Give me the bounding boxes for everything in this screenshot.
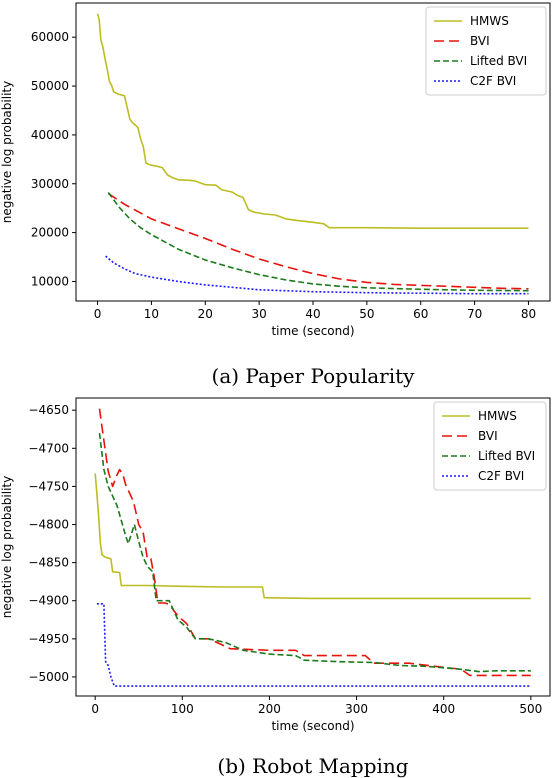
- series-line-lifted-bvi: [98, 433, 531, 673]
- x-tick-label: 300: [345, 702, 368, 716]
- legend-label: Lifted BVI: [478, 449, 535, 463]
- y-tick-label: −4650: [28, 403, 69, 417]
- x-tick-label: 100: [171, 702, 194, 716]
- x-axis-label: time (second): [271, 324, 354, 338]
- legend-label: C2F BVI: [470, 74, 516, 88]
- legend-label: HMWS: [470, 14, 509, 28]
- x-tick-label: 50: [359, 307, 374, 321]
- y-tick-label: 50000: [31, 79, 69, 93]
- legend-box: [433, 401, 547, 491]
- y-axis-label: negative log probability: [0, 81, 14, 223]
- y-tick-label: 60000: [31, 30, 69, 44]
- chart-caption: (a) Paper Popularity: [212, 364, 416, 388]
- y-tick-label: −4750: [28, 479, 69, 493]
- series-line-c2f-bvi: [105, 255, 529, 295]
- x-tick-label: 0: [91, 702, 99, 716]
- y-tick-label: 40000: [31, 128, 69, 142]
- x-tick-label: 40: [305, 307, 320, 321]
- chart-2: 0 100 200 300 400 500 −4650 −4700 −4750 −4800 −485…: [0, 397, 551, 778]
- legend-label: BVI: [470, 34, 490, 48]
- y-tick-label: −4850: [28, 556, 69, 570]
- y-axis-label: negative log probability: [0, 476, 14, 618]
- x-axis-label: time (second): [271, 719, 354, 733]
- chart-1: 0 10 20 30 40 50 60 70 80 10000 20000 30000 40000 500…: [0, 2, 551, 388]
- legend: HMWS BVI Lifted BVI C2F BVI: [425, 6, 547, 96]
- y-tick-label: −4800: [28, 518, 69, 532]
- x-tick-label: 60: [413, 307, 428, 321]
- x-tick-label: 200: [258, 702, 281, 716]
- series-line-lifted-bvi: [107, 192, 529, 292]
- x-tick-label: 70: [467, 307, 482, 321]
- plot-frame: [75, 397, 551, 697]
- series-line-hmws: [94, 473, 531, 600]
- legend-label: BVI: [478, 429, 498, 443]
- y-tick-label: 20000: [31, 226, 69, 240]
- legend-box: [425, 6, 547, 96]
- y-tick-label: −4950: [28, 632, 69, 646]
- x-tick-label: 10: [144, 307, 159, 321]
- y-tick-label: −4700: [28, 441, 69, 455]
- series-line-c2f-bvi: [96, 603, 531, 687]
- series-line-bvi: [107, 192, 529, 290]
- y-tick-label: −4900: [28, 594, 69, 608]
- legend-label: HMWS: [478, 409, 517, 423]
- legend-label: C2F BVI: [478, 469, 524, 483]
- x-tick-label: 400: [432, 702, 455, 716]
- x-tick-label: 500: [519, 702, 542, 716]
- x-tick-label: 0: [94, 307, 102, 321]
- x-tick-label: 80: [521, 307, 536, 321]
- x-tick-label: 30: [251, 307, 266, 321]
- y-tick-label: 10000: [31, 274, 69, 288]
- series-line-hmws: [96, 13, 529, 229]
- legend: HMWS BVI Lifted BVI C2F BVI: [433, 401, 547, 491]
- legend-label: Lifted BVI: [470, 54, 527, 68]
- x-tick-label: 20: [198, 307, 213, 321]
- chart-caption: (b) Robot Mapping: [217, 754, 408, 778]
- y-tick-label: 30000: [31, 177, 69, 191]
- y-tick-label: −5000: [28, 670, 69, 684]
